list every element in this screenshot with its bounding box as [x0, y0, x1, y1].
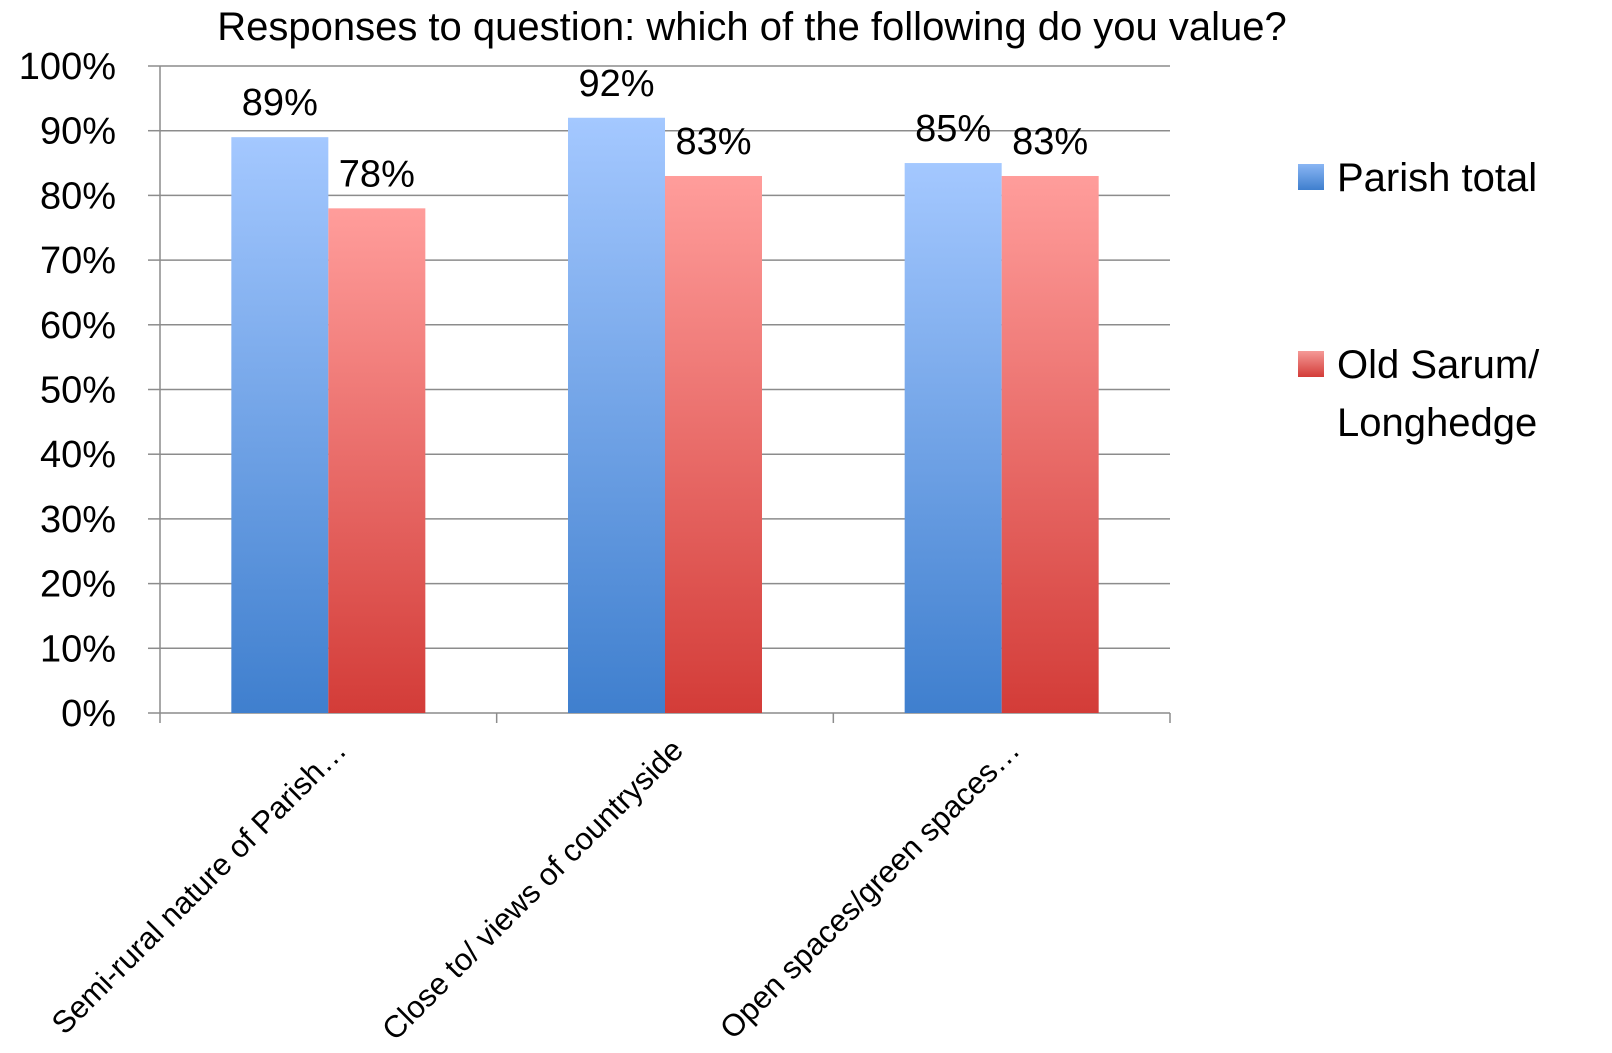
data-label: 89%	[242, 82, 318, 124]
x-tick-label: Semi-rural nature of Parish…	[45, 732, 354, 1041]
data-label: 92%	[578, 63, 654, 105]
data-labels: 89% 78% 92% 83% 85% 83%	[242, 63, 1088, 196]
y-tick-label: 50%	[40, 370, 116, 412]
legend-swatch	[1298, 351, 1324, 377]
legend-label: Old Sarum/	[1337, 343, 1540, 387]
legend-label: Longhedge	[1337, 401, 1537, 445]
data-label: 78%	[339, 153, 415, 195]
y-tick-label: 90%	[40, 111, 116, 153]
x-tick-label: Close to/ views of countryside	[375, 732, 690, 1047]
bar	[665, 175, 762, 714]
legend-swatch	[1298, 164, 1324, 190]
y-tick-label: 80%	[40, 175, 116, 217]
y-tick-label: 40%	[40, 434, 116, 476]
x-tick-label: Open spaces/green spaces…	[713, 732, 1027, 1046]
legend-label: Parish total	[1337, 156, 1537, 200]
y-tick-label: 30%	[40, 499, 116, 541]
y-tick-label: 20%	[40, 564, 116, 606]
bars	[231, 117, 1099, 714]
bar	[231, 137, 329, 714]
chart-title: Responses to question: which of the foll…	[217, 5, 1287, 49]
bar	[1001, 175, 1099, 714]
y-tick-label: 100%	[19, 46, 116, 88]
y-tick-label: 10%	[40, 628, 116, 670]
bar	[904, 163, 1002, 714]
data-label: 83%	[1012, 121, 1088, 163]
bar	[568, 117, 665, 713]
data-label: 85%	[915, 108, 991, 150]
legend: Parish total Old Sarum/Longhedge	[1298, 156, 1540, 445]
data-label: 83%	[675, 121, 751, 163]
y-tick-label: 0%	[61, 693, 116, 735]
y-tick-label: 60%	[40, 305, 116, 347]
bar	[328, 208, 426, 713]
y-tick-label: 70%	[40, 240, 116, 282]
